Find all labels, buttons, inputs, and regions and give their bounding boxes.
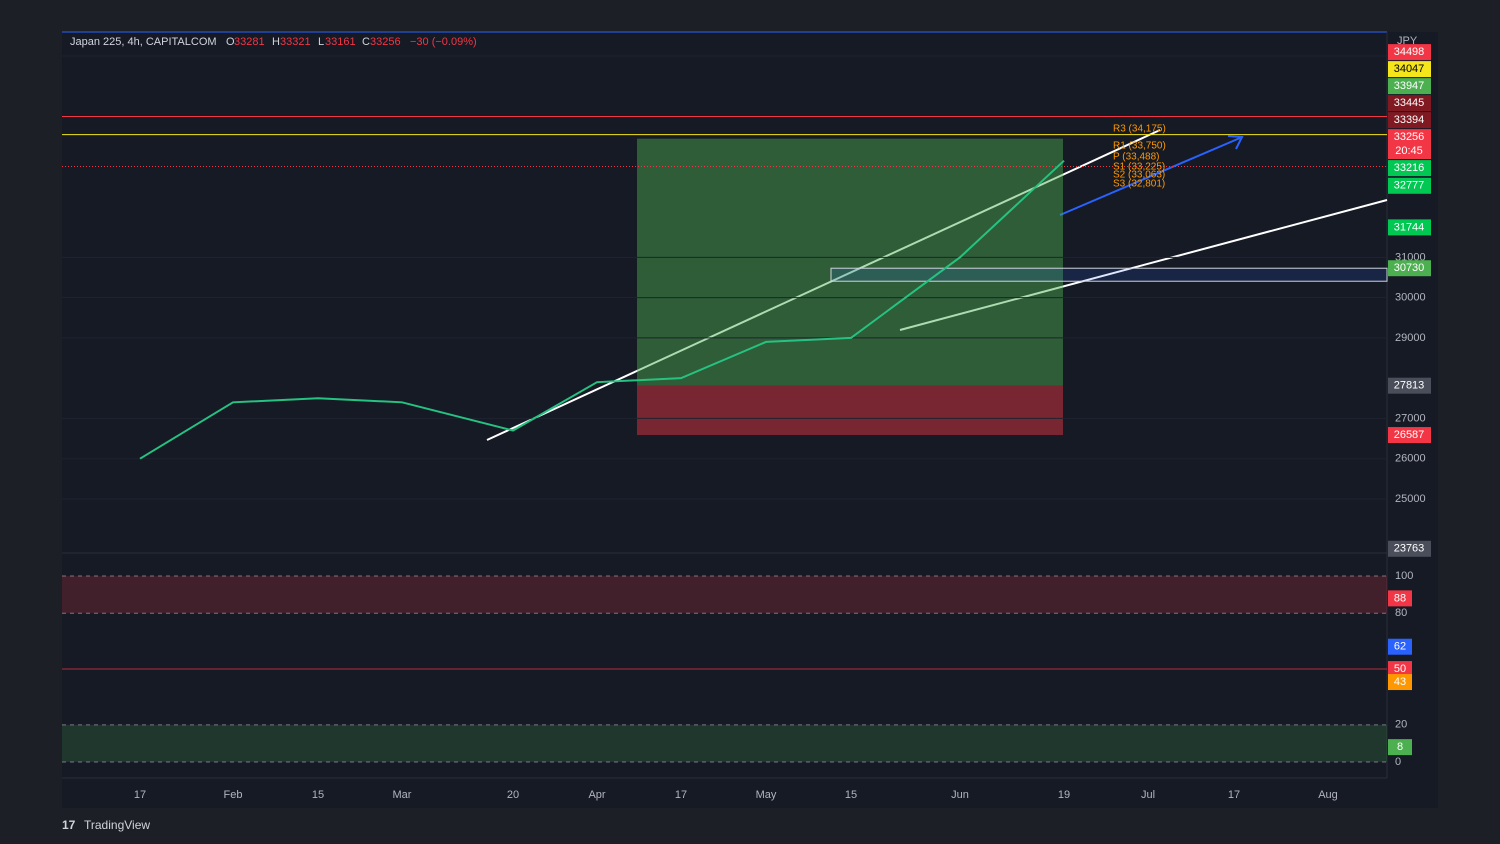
osc-badge-label: 43 [1394, 676, 1406, 688]
osc-tick-label: 0 [1395, 756, 1401, 768]
y-tick-label: 26000 [1395, 453, 1426, 465]
price-badge [1388, 260, 1431, 277]
footer-brand: TradingView [84, 818, 150, 832]
close-label: C [362, 36, 370, 48]
price-badge [1388, 377, 1431, 394]
x-tick-label: 17 [675, 789, 687, 801]
price-badge [1388, 160, 1431, 177]
osc-tick-label: 100 [1395, 570, 1413, 582]
x-tick-label: 17 [1228, 789, 1240, 801]
y-tick-label: 25000 [1395, 493, 1426, 505]
price-badge-label: 23763 [1394, 543, 1425, 555]
pivot-label: S2 (33,063) [1113, 170, 1165, 181]
y-tick-label: 29000 [1395, 332, 1426, 344]
osc-badge [1388, 638, 1412, 655]
osc-badge-label: 50 [1394, 663, 1406, 675]
pivot-label: R3 (34,175) [1113, 124, 1166, 135]
x-tick-label: Mar [393, 789, 412, 801]
osc-tick-label: 80 [1395, 607, 1407, 619]
y-tick-label: 30000 [1395, 292, 1426, 304]
zone-box [830, 267, 1388, 282]
price-badge-label: 34498 [1394, 46, 1425, 58]
price-badge-label: 32777 [1394, 180, 1425, 192]
x-tick-label: May [756, 789, 777, 801]
chart-panel [62, 32, 1438, 808]
price-line [139, 159, 1065, 460]
price-badge [1388, 177, 1431, 194]
high-value: 33321 [280, 36, 311, 48]
price-badge-label: 34047 [1394, 63, 1425, 75]
x-tick-label: 15 [312, 789, 324, 801]
footer-logo: 17 [62, 818, 76, 832]
x-tick-label: Feb [224, 789, 243, 801]
price-badge [1388, 95, 1431, 112]
osc-badge-label: 62 [1394, 641, 1406, 653]
legend: Japan 225, 4h, CAPITALCOM O 33281 H 3332… [70, 36, 477, 48]
low-label: L [318, 36, 324, 48]
profit-zone [637, 138, 1063, 386]
symbol: Japan 225, 4h, CAPITALCOM [70, 36, 217, 48]
arrow-line [1059, 137, 1241, 216]
price-badge-label: 26587 [1394, 429, 1425, 441]
price-badge-label: 33394 [1394, 114, 1425, 126]
osc-badge [1388, 739, 1412, 756]
x-tick-label: Aug [1318, 789, 1338, 801]
osc-tick-label: 20 [1395, 719, 1407, 731]
x-tick-label: 19 [1058, 789, 1070, 801]
trend-line [899, 199, 1388, 331]
price-badge-label: 31744 [1394, 221, 1425, 233]
price-badge [1388, 61, 1431, 78]
price-badge [1388, 427, 1431, 444]
osc-badge-label: 88 [1394, 592, 1406, 604]
currency: JPY [1397, 35, 1418, 47]
open-label: O [226, 36, 235, 48]
x-tick-label: Jul [1141, 789, 1155, 801]
price-badge [1388, 219, 1431, 236]
price-badge [1388, 129, 1431, 160]
price-badge-label: 33445 [1394, 97, 1425, 109]
close-value: 33256 [370, 36, 401, 48]
countdown-label: 20:45 [1395, 145, 1423, 157]
x-tick-label: Jun [951, 789, 969, 801]
osc-badge [1388, 674, 1412, 691]
pivot-label: S1 (33,225) [1113, 162, 1165, 173]
price-badge [1388, 112, 1431, 129]
price-badge-label: 30730 [1394, 262, 1425, 274]
price-badge-label: 33256 [1394, 131, 1425, 143]
trend-line [486, 129, 1161, 441]
x-tick-label: 17 [134, 789, 146, 801]
x-tick-label: Apr [588, 789, 605, 801]
plot-layer [62, 55, 1388, 763]
pivot-label: S3 (32,801) [1113, 179, 1165, 190]
x-tick-label: 15 [845, 789, 857, 801]
y-tick-label: 27000 [1395, 412, 1426, 424]
x-tick-label: 20 [507, 789, 519, 801]
open-value: 33281 [234, 36, 265, 48]
price-badge-label: 27813 [1394, 380, 1425, 392]
arrow-head [1227, 135, 1244, 150]
change: −30 (−0.09%) [410, 36, 477, 48]
price-badge [1388, 78, 1431, 95]
pivot-label: R1 (33,750) [1113, 141, 1166, 152]
price-badge-label: 33947 [1394, 80, 1425, 92]
osc-badge-label: 8 [1397, 741, 1403, 753]
pivot-label: P (33,488) [1113, 152, 1160, 163]
oversold-band [62, 724, 1387, 763]
high-label: H [272, 36, 280, 48]
price-badge [1388, 540, 1431, 557]
price-badge [1388, 44, 1431, 61]
price-badge-label: 33216 [1394, 162, 1425, 174]
osc-badge [1388, 661, 1412, 678]
overbought-band [62, 576, 1387, 614]
low-value: 33161 [325, 36, 356, 48]
osc-badge [1388, 590, 1412, 607]
loss-zone [637, 385, 1063, 436]
